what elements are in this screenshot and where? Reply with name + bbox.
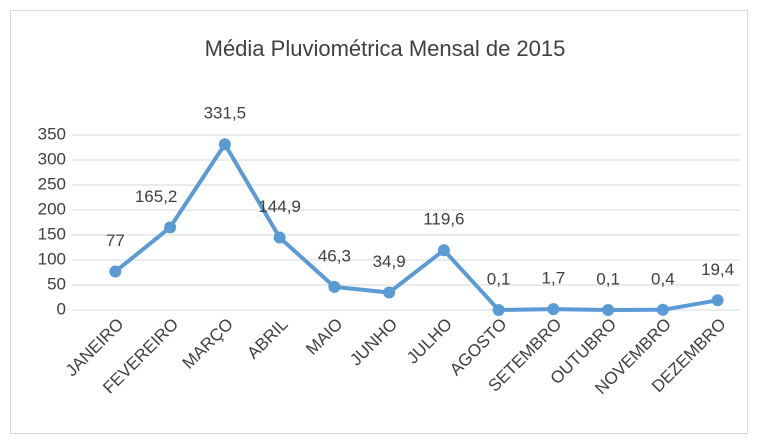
y-tick-label: 200	[38, 199, 66, 218]
y-tick-label: 300	[38, 149, 66, 168]
data-label: 119,6	[423, 210, 464, 229]
y-tick-label: 350	[38, 124, 66, 143]
data-line	[114, 142, 718, 312]
data-label: 34,9	[373, 252, 406, 271]
data-point	[547, 303, 560, 316]
data-point	[437, 244, 450, 257]
y-tick-label: 250	[38, 174, 66, 193]
data-point	[218, 138, 231, 151]
data-point	[328, 280, 341, 293]
y-tick-label: 150	[38, 224, 66, 243]
data-label: 331,5	[204, 104, 247, 123]
chart-title: Média Pluviométrica Mensal de 2015	[205, 36, 566, 61]
data-label: 77	[106, 231, 125, 250]
data-point	[273, 231, 286, 244]
data-label: 0,1	[487, 269, 511, 288]
data-label: 144,9	[258, 197, 301, 216]
data-point	[109, 265, 122, 278]
data-point	[492, 303, 505, 316]
data-label: 19,4	[701, 260, 734, 279]
y-tick-label: 100	[38, 249, 66, 268]
data-label: 0,4	[651, 269, 675, 288]
data-point	[711, 294, 724, 307]
data-point	[383, 286, 396, 299]
data-point	[602, 303, 615, 316]
data-point	[656, 303, 669, 316]
data-point	[164, 221, 177, 234]
data-label: 0,1	[596, 269, 620, 288]
data-label: 165,2	[135, 187, 178, 206]
y-tick-label: 0	[57, 299, 66, 318]
chart-border	[10, 10, 748, 434]
data-label: 1,7	[542, 269, 566, 288]
data-label: 46,3	[318, 246, 351, 265]
y-tick-label: 50	[47, 274, 66, 293]
